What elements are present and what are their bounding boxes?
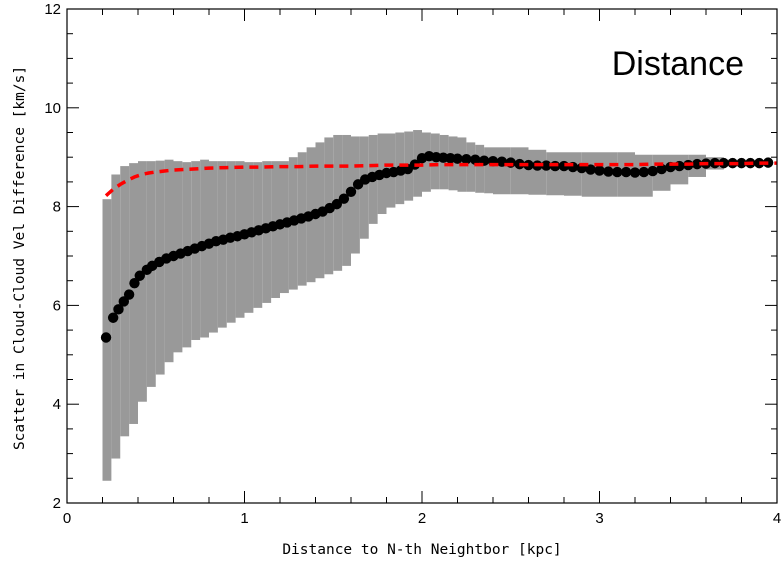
x-axis-title: Distance to N-th Neightbor [kpc]: [282, 542, 561, 558]
band-bar: [564, 152, 582, 196]
data-point: [345, 186, 357, 197]
y-tick-label: 8: [53, 199, 61, 216]
data-point: [113, 304, 124, 315]
y-tick-label: 12: [44, 1, 61, 18]
data-point: [691, 158, 703, 170]
band-bar: [280, 161, 289, 294]
data-point: [594, 165, 605, 176]
x-tick-label: 0: [63, 510, 71, 527]
data-point: [629, 167, 641, 178]
data-point: [123, 289, 135, 300]
data-point: [647, 165, 658, 177]
data-point: [452, 153, 463, 164]
data-point: [718, 157, 729, 169]
band-bar: [351, 136, 360, 254]
points-series: [100, 151, 774, 343]
data-point: [585, 164, 596, 175]
band-bar: [475, 144, 485, 193]
y-tick-label: 6: [53, 297, 61, 314]
band-bar: [155, 160, 165, 375]
x-tick-label: 1: [240, 510, 248, 527]
band-bar: [510, 147, 529, 195]
data-point: [461, 153, 472, 165]
y-tick-label: 10: [44, 100, 61, 117]
data-point: [470, 154, 481, 165]
band-bar: [422, 132, 431, 192]
data-point: [612, 166, 623, 178]
y-tick-label: 2: [53, 495, 61, 512]
data-point: [129, 277, 140, 289]
band-bar: [138, 161, 147, 402]
band-bar: [244, 162, 254, 313]
data-point: [107, 312, 119, 323]
data-point: [338, 193, 350, 204]
band-bar: [493, 147, 511, 195]
band-bar: [484, 147, 493, 194]
x-tick-label: 2: [418, 510, 426, 527]
data-point: [656, 163, 667, 175]
x-tick-label: 4: [773, 510, 781, 527]
band-bar: [359, 136, 369, 239]
panel-label: Distance: [612, 45, 744, 83]
band-bar: [209, 161, 218, 333]
data-point: [754, 157, 765, 169]
band-bar: [466, 142, 476, 192]
data-point: [736, 157, 747, 169]
data-point: [541, 160, 552, 171]
spread-band: [102, 130, 733, 481]
band-bar: [546, 152, 564, 196]
band-bar: [528, 149, 547, 195]
x-tick-label: 3: [595, 510, 603, 527]
data-point: [100, 332, 112, 343]
data-point: [523, 159, 534, 171]
y-axis-title: Scatter in Cloud-Cloud Vel Difference [k…: [12, 66, 28, 450]
data-point: [603, 166, 614, 177]
data-point: [620, 166, 632, 178]
data-point: [638, 166, 650, 178]
data-point: [331, 198, 342, 210]
data-point: [134, 270, 145, 281]
band-bar: [146, 161, 156, 387]
y-tick-label: 4: [53, 396, 61, 413]
